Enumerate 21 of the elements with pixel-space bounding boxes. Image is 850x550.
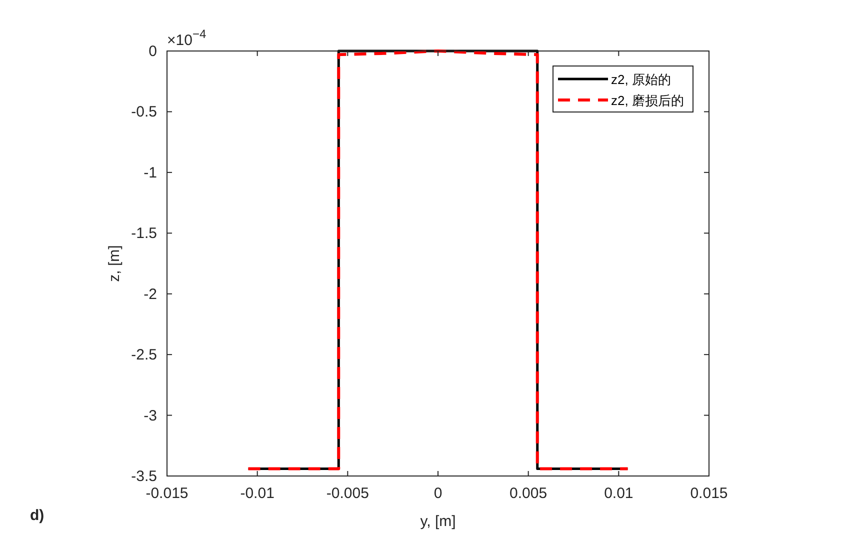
y-tick-label: -2 xyxy=(144,286,157,303)
text: d) xyxy=(30,507,44,524)
y-tick-label: -2.5 xyxy=(131,346,157,364)
x-tick-label: -0.01 xyxy=(240,485,274,502)
x-tick-label: 0.015 xyxy=(690,485,728,502)
x-tick-label: 0.005 xyxy=(510,485,548,502)
y-tick-label: 0 xyxy=(148,43,157,60)
y-tick-label: -3 xyxy=(144,407,157,424)
y-axis-title: z, [m] xyxy=(106,245,123,282)
y-tick-label: -3.5 xyxy=(131,468,157,485)
x-tick-label: 0.01 xyxy=(604,485,634,502)
x-tick-label: -0.015 xyxy=(146,485,188,502)
text: ×10$^{−4}$ xyxy=(167,27,206,49)
x-axis-title: y, [m] xyxy=(420,513,456,530)
x-tick-label: -0.005 xyxy=(326,485,369,502)
y-tick-label: -0.5 xyxy=(131,104,157,121)
y-tick-label: -1.5 xyxy=(131,225,157,242)
legend-label: z2, 磨损后的 xyxy=(611,93,684,108)
x-tick-label: 0 xyxy=(434,485,442,502)
y-tick-label: -1 xyxy=(144,164,157,182)
legend-label: z2, 原始的 xyxy=(611,72,671,87)
